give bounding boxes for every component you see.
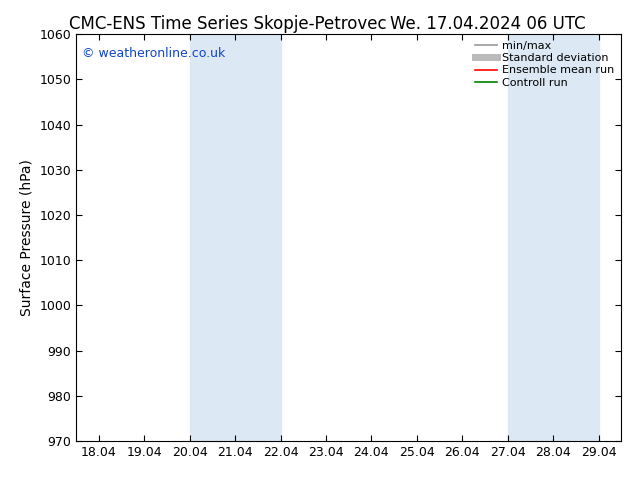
Text: © weatheronline.co.uk: © weatheronline.co.uk (82, 47, 225, 59)
Text: CMC-ENS Time Series Skopje-Petrovec: CMC-ENS Time Series Skopje-Petrovec (70, 15, 387, 33)
Text: We. 17.04.2024 06 UTC: We. 17.04.2024 06 UTC (391, 15, 586, 33)
Bar (190, 34, 281, 441)
Y-axis label: Surface Pressure (hPa): Surface Pressure (hPa) (20, 159, 34, 316)
Legend: min/max, Standard deviation, Ensemble mean run, Controll run: min/max, Standard deviation, Ensemble me… (471, 38, 618, 91)
Bar (508, 34, 598, 441)
